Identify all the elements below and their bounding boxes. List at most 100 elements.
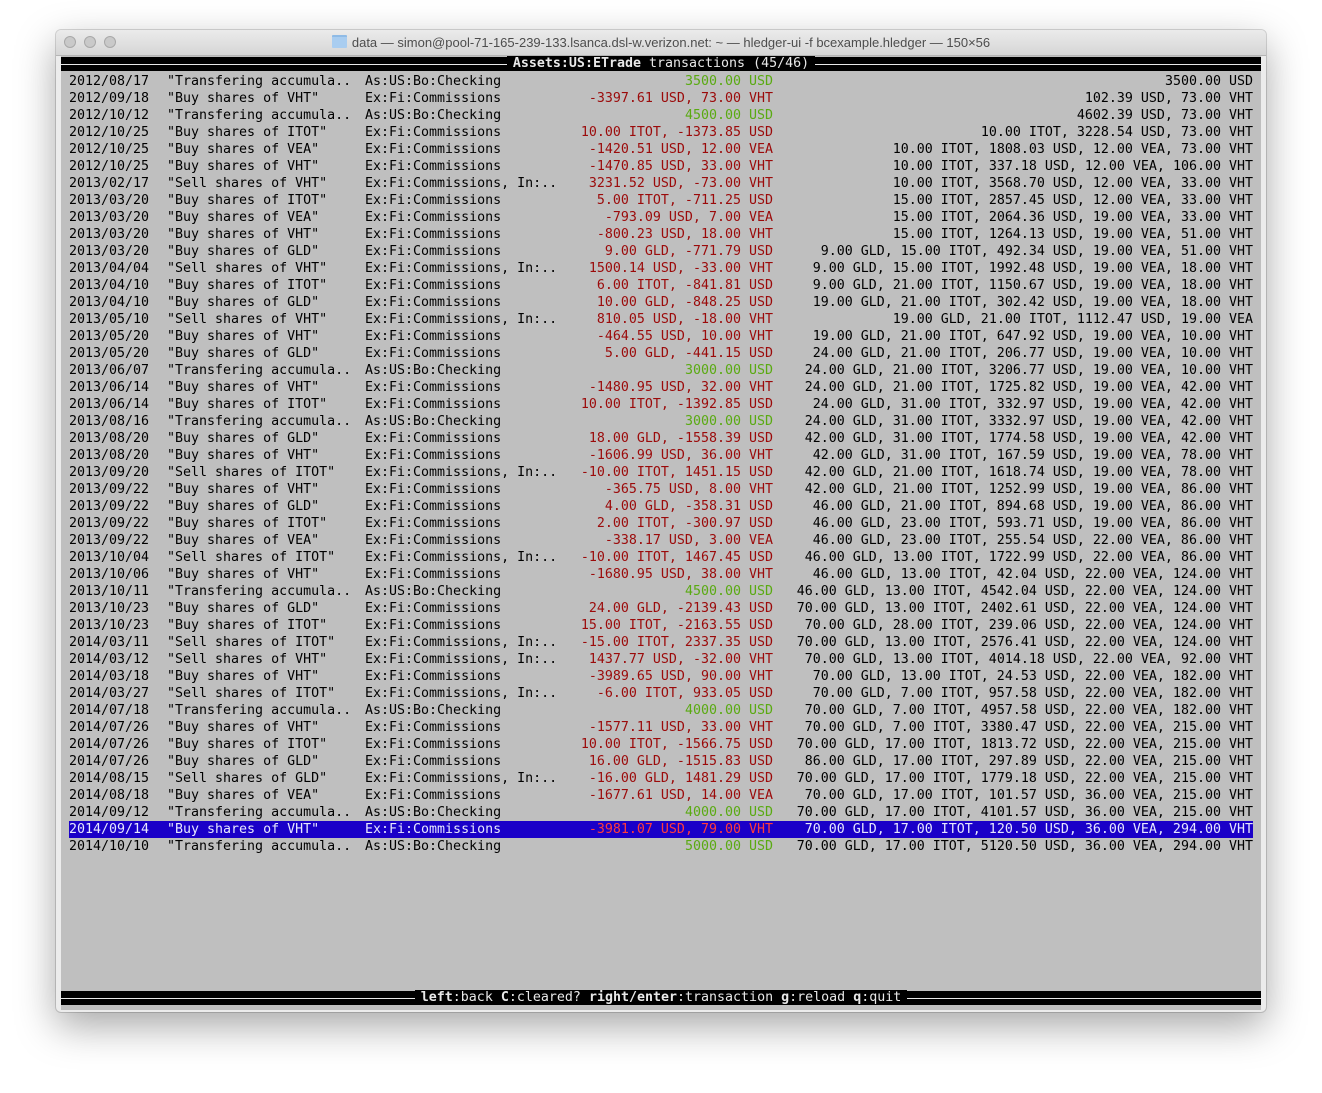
transaction-row[interactable]: 2012/10/25 "Buy shares of VHT" Ex:Fi:Commi… (69, 158, 1253, 175)
title-bar: data — simon@pool-71-165-239-133.lsanca.… (56, 30, 1266, 56)
description-cell: "Buy shares of GLD" (167, 754, 320, 769)
date-cell: 2014/03/11 (69, 635, 150, 650)
transaction-row[interactable]: 2013/10/11 "Transfering accumula.. As:US:B… (69, 583, 1253, 600)
transaction-row[interactable]: 2014/09/12 "Transfering accumula.. As:US:B… (69, 804, 1253, 821)
transaction-row[interactable]: 2012/08/17 "Transfering accumula.. As:US:B… (69, 73, 1253, 90)
close-button[interactable] (64, 36, 76, 48)
other-account-cell: Ex:Fi:Commissions (365, 91, 502, 106)
transaction-row[interactable]: 2013/03/20 "Buy shares of ITOT" Ex:Fi:Comm… (69, 192, 1253, 209)
transaction-row[interactable]: 2013/02/17 "Sell shares of VHT" Ex:Fi:Comm… (69, 175, 1253, 192)
transaction-row[interactable]: 2013/09/20 "Sell shares of ITOT" Ex:Fi:Com… (69, 464, 1253, 481)
other-account-cell: Ex:Fi:Commissions (365, 754, 502, 769)
amount-cell: 6.00 ITOT, -841.81 USD (596, 278, 773, 293)
transaction-row[interactable]: 2014/08/15 "Sell shares of GLD" Ex:Fi:Comm… (69, 770, 1253, 787)
description-cell: "Buy shares of VHT" (167, 720, 320, 735)
transaction-row[interactable]: 2013/06/14 "Buy shares of VHT" Ex:Fi:Commi… (69, 379, 1253, 396)
transaction-row[interactable]: 2013/08/20 "Buy shares of GLD" Ex:Fi:Commi… (69, 430, 1253, 447)
transaction-row[interactable]: 2013/09/22 "Buy shares of GLD" Ex:Fi:Commi… (69, 498, 1253, 515)
transaction-row[interactable]: 2013/04/10 "Buy shares of GLD" Ex:Fi:Commi… (69, 294, 1253, 311)
amount-cell: -15.00 ITOT, 2337.35 USD (580, 635, 773, 650)
amount-cell: 10.00 ITOT, -1392.85 USD (580, 397, 773, 412)
transaction-row[interactable]: 2013/08/16 "Transfering accumula.. As:US:B… (69, 413, 1253, 430)
transaction-row[interactable]: 2014/07/26 "Buy shares of ITOT" Ex:Fi:Comm… (69, 736, 1253, 753)
amount-cell: -793.09 USD, 7.00 VEA (604, 210, 773, 225)
transaction-row[interactable]: 2013/03/20 "Buy shares of GLD" Ex:Fi:Commi… (69, 243, 1253, 260)
transaction-row[interactable]: 2013/05/20 "Buy shares of VHT" Ex:Fi:Commi… (69, 328, 1253, 345)
transaction-row[interactable]: 2014/07/18 "Transfering accumula.. As:US:B… (69, 702, 1253, 719)
balance-cell: 70.00 GLD, 13.00 ITOT, 4014.18 USD, 22.0… (804, 652, 1253, 667)
zoom-button[interactable] (104, 36, 116, 48)
amount-cell: -1606.99 USD, 36.00 VHT (588, 448, 773, 463)
amount-cell: 4000.00 USD (684, 703, 773, 718)
transaction-row[interactable]: 2014/07/26 "Buy shares of GLD" Ex:Fi:Commi… (69, 753, 1253, 770)
balance-cell: 42.00 GLD, 31.00 ITOT, 167.59 USD, 19.00… (812, 448, 1253, 463)
transaction-row[interactable]: 2014/07/26 "Buy shares of VHT" Ex:Fi:Commi… (69, 719, 1253, 736)
transaction-row[interactable]: 2013/10/23 "Buy shares of ITOT" Ex:Fi:Comm… (69, 617, 1253, 634)
balance-cell: 19.00 GLD, 21.00 ITOT, 302.42 USD, 19.00… (812, 295, 1253, 310)
header-suffix: transactions (45/46) (640, 56, 810, 71)
transaction-row[interactable]: 2013/09/22 "Buy shares of ITOT" Ex:Fi:Comm… (69, 515, 1253, 532)
terminal-screen[interactable]: Assets:US:ETrade transactions (45/46) 20… (61, 56, 1261, 1010)
description-cell: "Buy shares of GLD" (167, 499, 320, 514)
transaction-row[interactable]: 2013/06/07 "Transfering accumula.. As:US:B… (69, 362, 1253, 379)
date-cell: 2013/05/10 (69, 312, 150, 327)
other-account-cell: As:US:Bo:Checking (365, 839, 502, 854)
transaction-row[interactable]: 2014/08/18 "Buy shares of VEA" Ex:Fi:Commi… (69, 787, 1253, 804)
transaction-row[interactable]: 2013/05/20 "Buy shares of GLD" Ex:Fi:Commi… (69, 345, 1253, 362)
amount-cell: -464.55 USD, 10.00 VHT (596, 329, 773, 344)
transaction-row[interactable]: 2012/09/18 "Buy shares of VHT" Ex:Fi:Commi… (69, 90, 1253, 107)
transaction-row[interactable]: 2013/05/10 "Sell shares of VHT" Ex:Fi:Comm… (69, 311, 1253, 328)
date-cell: 2012/10/25 (69, 159, 150, 174)
transaction-row[interactable]: 2012/10/12 "Transfering accumula.. As:US:B… (69, 107, 1253, 124)
transaction-row[interactable]: 2014/03/27 "Sell shares of ITOT" Ex:Fi:Com… (69, 685, 1253, 702)
other-account-cell: Ex:Fi:Commissions (365, 499, 502, 514)
hint-key: right/enter (588, 990, 677, 1005)
transaction-row[interactable]: 2014/10/10 "Transfering accumula.. As:US:B… (69, 838, 1253, 855)
transaction-row[interactable]: 2013/04/10 "Buy shares of ITOT" Ex:Fi:Comm… (69, 277, 1253, 294)
amount-cell: 4500.00 USD (684, 108, 773, 123)
transaction-row[interactable]: 2013/06/14 "Buy shares of ITOT" Ex:Fi:Comm… (69, 396, 1253, 413)
description-cell: "Transfering accumula.. (167, 414, 352, 429)
transaction-row[interactable]: 2013/10/23 "Buy shares of GLD" Ex:Fi:Commi… (69, 600, 1253, 617)
balance-cell: 102.39 USD, 73.00 VHT (1084, 91, 1253, 106)
amount-cell: 10.00 GLD, -848.25 USD (596, 295, 773, 310)
balance-cell: 86.00 GLD, 17.00 ITOT, 297.89 USD, 22.00… (804, 754, 1253, 769)
description-cell: "Transfering accumula.. (167, 584, 352, 599)
other-account-cell: Ex:Fi:Commissions (365, 431, 502, 446)
minimize-button[interactable] (84, 36, 96, 48)
transaction-row[interactable]: 2013/09/22 "Buy shares of VHT" Ex:Fi:Commi… (69, 481, 1253, 498)
description-cell: "Sell shares of VHT" (167, 312, 328, 327)
other-account-cell: Ex:Fi:Commissions, In:.. (365, 465, 558, 480)
amount-cell: -1680.95 USD, 38.00 VHT (588, 567, 773, 582)
balance-cell: 70.00 GLD, 17.00 ITOT, 5120.50 USD, 36.0… (796, 839, 1253, 854)
transaction-row-selected[interactable]: 2014/09/14 "Buy shares of VHT" Ex:Fi:Commi… (69, 821, 1253, 838)
date-cell: 2014/07/26 (69, 754, 150, 769)
description-cell: "Transfering accumula.. (167, 108, 352, 123)
description-cell: "Sell shares of ITOT" (167, 686, 336, 701)
transaction-row[interactable]: 2013/03/20 "Buy shares of VHT" Ex:Fi:Commi… (69, 226, 1253, 243)
hint-key: g (781, 990, 790, 1005)
hint-action: transaction (685, 990, 774, 1005)
balance-cell: 42.00 GLD, 21.00 ITOT, 1252.99 USD, 19.0… (804, 482, 1253, 497)
other-account-cell: Ex:Fi:Commissions (365, 516, 502, 531)
amount-cell: -1420.51 USD, 12.00 VEA (588, 142, 773, 157)
other-account-cell: Ex:Fi:Commissions (365, 380, 502, 395)
transaction-row[interactable]: 2012/10/25 "Buy shares of ITOT" Ex:Fi:Comm… (69, 124, 1253, 141)
transaction-row[interactable]: 2014/03/18 "Buy shares of VHT" Ex:Fi:Commi… (69, 668, 1253, 685)
transaction-row[interactable]: 2013/10/06 "Buy shares of VHT" Ex:Fi:Commi… (69, 566, 1253, 583)
amount-cell: 3000.00 USD (684, 414, 773, 429)
transaction-row[interactable]: 2013/08/20 "Buy shares of VHT" Ex:Fi:Commi… (69, 447, 1253, 464)
transaction-row[interactable]: 2012/10/25 "Buy shares of VEA" Ex:Fi:Commi… (69, 141, 1253, 158)
transaction-row[interactable]: 2014/03/11 "Sell shares of ITOT" Ex:Fi:Com… (69, 634, 1253, 651)
amount-cell: -3397.61 USD, 73.00 VHT (588, 91, 773, 106)
transaction-row[interactable]: 2013/10/04 "Sell shares of ITOT" Ex:Fi:Com… (69, 549, 1253, 566)
transaction-row[interactable]: 2013/03/20 "Buy shares of VEA" Ex:Fi:Commi… (69, 209, 1253, 226)
balance-cell: 24.00 GLD, 31.00 ITOT, 332.97 USD, 19.00… (812, 397, 1253, 412)
date-cell: 2013/06/14 (69, 380, 150, 395)
other-account-cell: Ex:Fi:Commissions (365, 142, 502, 157)
description-cell: "Sell shares of ITOT" (167, 635, 336, 650)
transaction-row[interactable]: 2013/09/22 "Buy shares of VEA" Ex:Fi:Commi… (69, 532, 1253, 549)
date-cell: 2013/09/22 (69, 516, 150, 531)
transaction-row[interactable]: 2013/04/04 "Sell shares of VHT" Ex:Fi:Comm… (69, 260, 1253, 277)
transaction-row[interactable]: 2014/03/12 "Sell shares of VHT" Ex:Fi:Comm… (69, 651, 1253, 668)
